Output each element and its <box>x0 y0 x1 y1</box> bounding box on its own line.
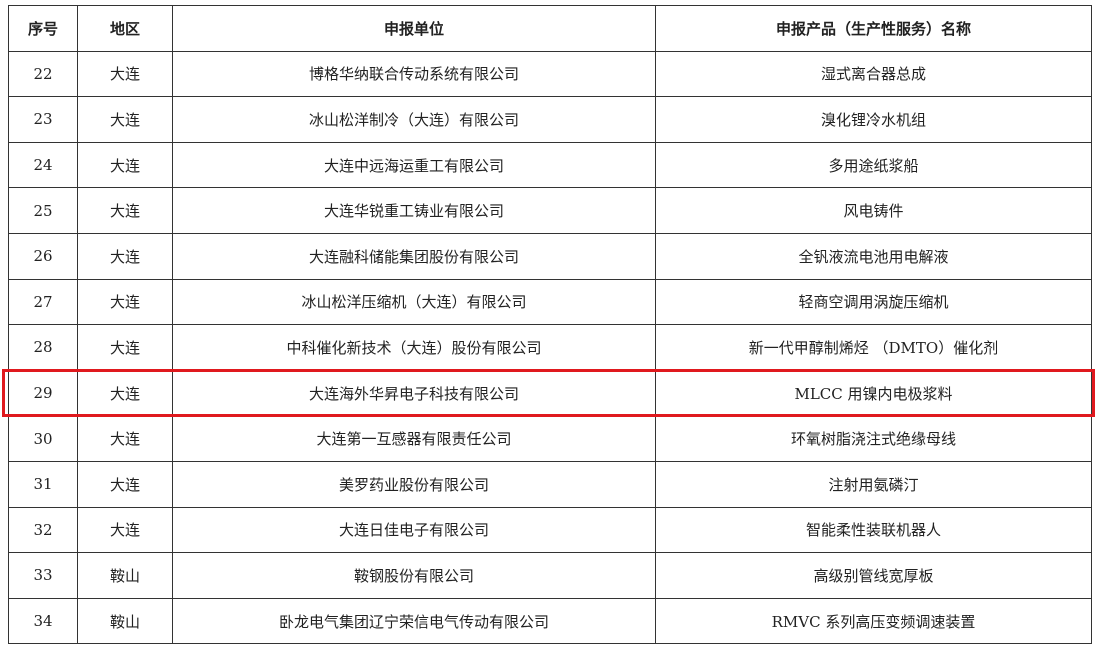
cell-product: 风电铸件 <box>655 187 1092 234</box>
cell-product: 溴化锂冷水机组 <box>655 96 1092 143</box>
cell-region: 大连 <box>77 141 173 189</box>
cell-product: MLCC 用镍内电极浆料 <box>655 369 1092 417</box>
cell-company: 大连海外华昇电子科技有限公司 <box>172 369 656 417</box>
cell-no: 25 <box>8 187 78 234</box>
cell-product: 注射用氨磷汀 <box>655 460 1092 508</box>
header-region: 地区 <box>77 5 173 52</box>
cell-region: 大连 <box>77 232 173 280</box>
table-row: 30 大连 大连第一互感器有限责任公司 环氧树脂浇注式绝缘母线 <box>8 415 1092 462</box>
cell-product: 环氧树脂浇注式绝缘母线 <box>655 415 1092 462</box>
table-row: 31 大连 美罗药业股份有限公司 注射用氨磷汀 <box>8 460 1092 508</box>
header-company: 申报单位 <box>172 5 656 52</box>
cell-no: 28 <box>8 324 78 371</box>
table-row: 27 大连 冰山松洋压缩机（大连）有限公司 轻商空调用涡旋压缩机 <box>8 278 1092 326</box>
cell-company: 大连第一互感器有限责任公司 <box>172 415 656 462</box>
cell-region: 鞍山 <box>77 597 173 645</box>
cell-no: 30 <box>8 415 78 462</box>
cell-region: 鞍山 <box>77 552 173 599</box>
cell-no: 34 <box>8 597 78 645</box>
table-row: 28 大连 中科催化新技术（大连）股份有限公司 新一代甲醇制烯烃 （DMTO）催化剂 <box>8 324 1092 371</box>
cell-company: 鞍钢股份有限公司 <box>172 552 656 599</box>
cell-company: 大连日佳电子有限公司 <box>172 506 656 554</box>
cell-region: 大连 <box>77 96 173 143</box>
table-row: 33 鞍山 鞍钢股份有限公司 高级别管线宽厚板 <box>8 552 1092 599</box>
table-row: 24 大连 大连中远海运重工有限公司 多用途纸浆船 <box>8 141 1092 189</box>
cell-no: 27 <box>8 278 78 326</box>
cell-no: 26 <box>8 232 78 280</box>
cell-product: 全钒液流电池用电解液 <box>655 232 1092 280</box>
header-row: 序号 地区 申报单位 申报产品（生产性服务）名称 <box>8 5 1092 52</box>
cell-region: 大连 <box>77 460 173 508</box>
cell-no: 22 <box>8 50 78 98</box>
cell-no: 24 <box>8 141 78 189</box>
cell-region: 大连 <box>77 50 173 98</box>
table-row: 26 大连 大连融科储能集团股份有限公司 全钒液流电池用电解液 <box>8 232 1092 280</box>
declaration-table: 序号 地区 申报单位 申报产品（生产性服务）名称 22 大连 博格华纳联合传动系统有… <box>8 5 1092 645</box>
cell-region: 大连 <box>77 278 173 326</box>
cell-company: 冰山松洋压缩机（大连）有限公司 <box>172 278 656 326</box>
table-row: 34 鞍山 卧龙电气集团辽宁荣信电气传动有限公司 RMVC 系列高压变频调速装置 <box>8 597 1092 645</box>
header-product: 申报产品（生产性服务）名称 <box>655 5 1092 52</box>
cell-region: 大连 <box>77 369 173 417</box>
cell-no: 29 <box>8 369 78 417</box>
cell-region: 大连 <box>77 506 173 554</box>
header-no: 序号 <box>8 5 78 52</box>
cell-company: 博格华纳联合传动系统有限公司 <box>172 50 656 98</box>
cell-product: 湿式离合器总成 <box>655 50 1092 98</box>
cell-no: 32 <box>8 506 78 554</box>
cell-company: 大连华锐重工铸业有限公司 <box>172 187 656 234</box>
cell-no: 23 <box>8 96 78 143</box>
table-row: 29 大连 大连海外华昇电子科技有限公司 MLCC 用镍内电极浆料 <box>8 369 1092 417</box>
cell-company: 冰山松洋制冷（大连）有限公司 <box>172 96 656 143</box>
table-row: 22 大连 博格华纳联合传动系统有限公司 湿式离合器总成 <box>8 50 1092 98</box>
cell-no: 31 <box>8 460 78 508</box>
table-row: 32 大连 大连日佳电子有限公司 智能柔性装联机器人 <box>8 506 1092 554</box>
cell-company: 大连融科储能集团股份有限公司 <box>172 232 656 280</box>
cell-no: 33 <box>8 552 78 599</box>
cell-region: 大连 <box>77 187 173 234</box>
cell-product: 轻商空调用涡旋压缩机 <box>655 278 1092 326</box>
cell-company: 中科催化新技术（大连）股份有限公司 <box>172 324 656 371</box>
cell-product: 新一代甲醇制烯烃 （DMTO）催化剂 <box>655 324 1092 371</box>
table-row: 25 大连 大连华锐重工铸业有限公司 风电铸件 <box>8 187 1092 234</box>
cell-product: RMVC 系列高压变频调速装置 <box>655 597 1092 645</box>
cell-product: 高级别管线宽厚板 <box>655 552 1092 599</box>
cell-company: 大连中远海运重工有限公司 <box>172 141 656 189</box>
cell-product: 多用途纸浆船 <box>655 141 1092 189</box>
table-row: 23 大连 冰山松洋制冷（大连）有限公司 溴化锂冷水机组 <box>8 96 1092 143</box>
cell-region: 大连 <box>77 415 173 462</box>
cell-company: 美罗药业股份有限公司 <box>172 460 656 508</box>
cell-company: 卧龙电气集团辽宁荣信电气传动有限公司 <box>172 597 656 645</box>
cell-product: 智能柔性装联机器人 <box>655 506 1092 554</box>
cell-region: 大连 <box>77 324 173 371</box>
